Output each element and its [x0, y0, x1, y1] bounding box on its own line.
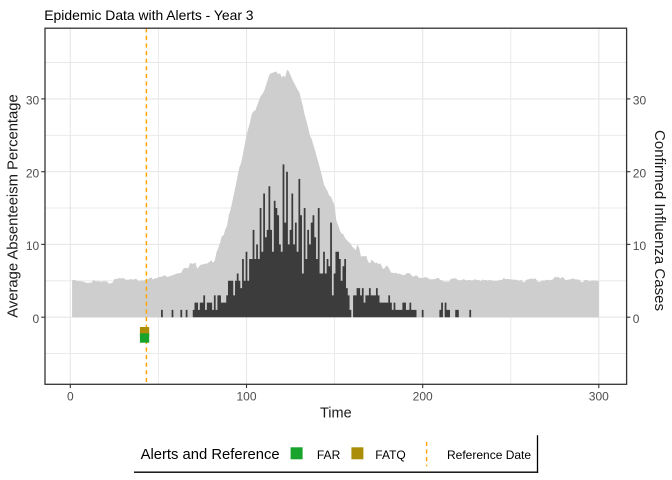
svg-text:Time: Time [320, 406, 352, 422]
svg-text:0: 0 [33, 312, 40, 326]
svg-text:0: 0 [633, 312, 640, 326]
svg-text:200: 200 [413, 390, 433, 404]
svg-text:100: 100 [236, 390, 256, 404]
svg-text:10: 10 [26, 239, 40, 253]
svg-text:30: 30 [633, 94, 647, 108]
svg-text:20: 20 [633, 166, 647, 180]
svg-text:20: 20 [26, 166, 40, 180]
svg-text:0: 0 [67, 390, 74, 404]
svg-text:Average Absenteeism Percentage: Average Absenteeism Percentage [6, 94, 22, 317]
svg-text:Epidemic Data with Alerts - Ye: Epidemic Data with Alerts - Year 3 [44, 7, 254, 23]
svg-text:30: 30 [26, 94, 40, 108]
svg-text:Confirmed Influenza Cases: Confirmed Influenza Cases [651, 130, 668, 311]
svg-text:Reference Date: Reference Date [447, 448, 531, 462]
svg-text:10: 10 [633, 239, 647, 253]
svg-text:FAR: FAR [317, 448, 341, 462]
svg-text:300: 300 [589, 390, 609, 404]
svg-text:Alerts and Reference: Alerts and Reference [141, 447, 280, 463]
svg-text:FATQ: FATQ [375, 448, 405, 462]
